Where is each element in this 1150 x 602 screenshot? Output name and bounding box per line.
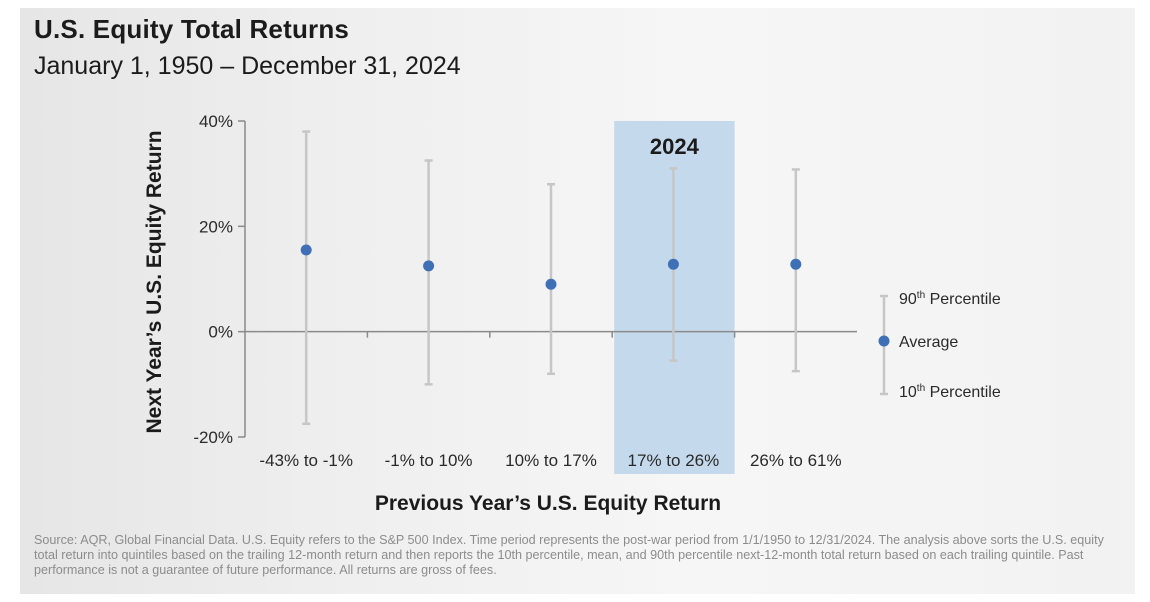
x-category-label: 17% to 26% <box>628 451 720 470</box>
highlight-label: 2024 <box>650 134 700 159</box>
legend-marker <box>878 335 890 347</box>
x-category-label: 26% to 61% <box>750 451 842 470</box>
average-point <box>300 244 312 256</box>
chart-title: U.S. Equity Total Returns <box>34 14 350 44</box>
y-tick-label: -20% <box>193 428 233 447</box>
axis-layer: -20% 0% 20% 40% <box>193 112 857 447</box>
legend-label-p90: 90th Percentile <box>899 290 1001 308</box>
y-tick-label: 40% <box>199 112 233 131</box>
chart-panel <box>20 8 1135 594</box>
x-category-label: -43% to -1% <box>259 451 353 470</box>
point-layer <box>300 244 802 290</box>
source-footnote: Source: AQR, Global Financial Data. U.S.… <box>34 533 1104 577</box>
chart-svg: 2024 -20% 0% 20% 40% -43% to -1% -1% to 10% 1… <box>143 112 1001 515</box>
average-point <box>545 278 557 290</box>
average-point <box>667 258 679 270</box>
chart-subtitle: January 1, 1950 – December 31, 2024 <box>34 52 461 80</box>
average-point <box>423 260 435 272</box>
x-axis-title: Previous Year’s U.S. Equity Return <box>375 492 721 515</box>
x-category-label: 10% to 17% <box>505 451 597 470</box>
legend-label-average: Average <box>899 334 958 351</box>
y-axis-title: Next Year’s U.S. Equity Return <box>143 130 166 433</box>
y-tick-label: 0% <box>208 323 233 342</box>
y-tick-label: 20% <box>199 217 233 236</box>
x-category-label: -1% to 10% <box>385 451 473 470</box>
whisker-layer <box>302 130 800 426</box>
legend-label-p10: 10th Percentile <box>899 383 1001 401</box>
legend: 90th Percentile Average 10th Percentile <box>878 290 1001 401</box>
label-layer: -43% to -1% -1% to 10% 10% to 17% 17% to 26… <box>259 451 841 470</box>
average-point <box>790 258 802 270</box>
